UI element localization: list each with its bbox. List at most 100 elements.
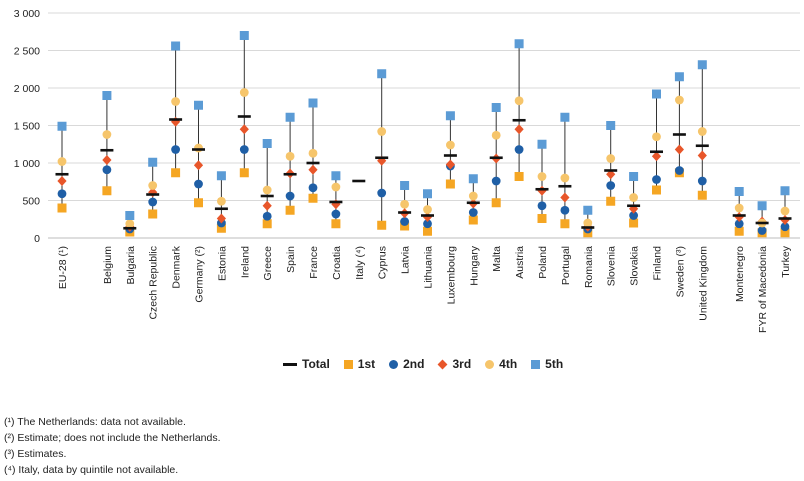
point-2nd: [400, 217, 409, 226]
point-4th: [400, 199, 409, 209]
point-1st: [102, 186, 112, 196]
point-1st: [331, 219, 341, 229]
point-4th: [629, 193, 638, 202]
point-3rd: [780, 215, 790, 225]
point-4th: [308, 148, 318, 158]
point-2nd: [285, 191, 295, 201]
point-3rd: [514, 124, 524, 135]
point-3rd: [193, 160, 204, 171]
point-5th: [445, 111, 455, 121]
point-2nd: [537, 201, 547, 211]
point-5th: [57, 121, 67, 131]
point-3rd: [331, 199, 341, 210]
point-4th: [560, 173, 570, 183]
point-2nd: [239, 145, 249, 154]
point-4th: [331, 182, 341, 192]
category-label: Hungary: [468, 245, 480, 285]
legend-swatch: [438, 359, 448, 369]
point-3rd: [262, 200, 272, 211]
point-5th: [423, 189, 432, 199]
point-2nd: [308, 183, 318, 193]
point-4th: [468, 191, 478, 201]
y-tick-label: 0: [34, 233, 40, 245]
point-4th: [57, 157, 67, 166]
point-4th: [125, 219, 135, 229]
point-4th: [780, 206, 790, 216]
point-5th: [757, 201, 767, 211]
point-3rd: [57, 176, 67, 186]
legend-swatch: [531, 359, 541, 369]
point-1st: [468, 215, 478, 225]
legend-swatch: [389, 359, 399, 369]
category-label: France: [308, 246, 320, 279]
point-2nd: [697, 176, 707, 186]
category-label: Sweden (³): [674, 246, 686, 297]
category-label: Slovenia: [606, 246, 618, 286]
point-1st: [606, 196, 616, 206]
legend-item: 5th: [531, 357, 563, 371]
point-4th: [491, 130, 501, 140]
point-3rd: [102, 155, 112, 165]
point-5th: [331, 171, 341, 181]
point-4th: [697, 127, 707, 136]
y-tick-label: 2 500: [14, 46, 40, 58]
legend-item: Total: [283, 357, 330, 371]
point-4th: [102, 130, 112, 139]
point-4th: [734, 203, 744, 213]
point-4th: [148, 181, 158, 190]
y-tick-label: 3 000: [14, 8, 40, 20]
point-5th: [780, 186, 790, 196]
category-label: Croatia: [331, 246, 343, 280]
point-1st: [537, 214, 547, 223]
legend-item: 2nd: [389, 357, 424, 371]
point-4th: [194, 143, 203, 153]
point-2nd: [606, 181, 616, 190]
point-5th: [400, 181, 410, 190]
point-3rd: [697, 150, 707, 161]
point-1st: [400, 221, 410, 231]
point-2nd: [194, 179, 203, 189]
point-5th: [216, 171, 226, 181]
point-5th: [734, 187, 744, 196]
point-5th: [125, 211, 135, 220]
legend-label: 5th: [545, 357, 564, 371]
category-label: Italy (⁴): [354, 246, 366, 280]
category-label: Latvia: [400, 246, 412, 274]
point-2nd: [514, 145, 524, 154]
point-2nd: [652, 175, 661, 184]
point-1st: [697, 190, 707, 200]
point-4th: [262, 185, 272, 195]
point-5th: [606, 121, 616, 130]
category-label: Finland: [652, 246, 664, 281]
point-2nd: [102, 165, 112, 175]
category-label: Cyprus: [377, 246, 389, 279]
point-4th: [606, 154, 616, 163]
point-5th: [560, 112, 570, 122]
point-2nd: [57, 189, 67, 199]
point-2nd: [629, 211, 638, 220]
category-label: Malta: [491, 246, 503, 272]
category-label: Luxembourg: [445, 246, 457, 305]
category-label: FYR of Macedonia: [757, 246, 769, 333]
point-2nd: [423, 219, 432, 229]
point-4th: [377, 127, 387, 136]
category-label: Ireland: [239, 246, 251, 278]
category-label: Montenegro: [734, 246, 746, 302]
category-label: United Kingdom: [697, 246, 709, 321]
point-4th: [514, 96, 524, 106]
category-label: Denmark: [171, 245, 183, 288]
point-1st: [148, 209, 158, 219]
y-tick-label: 1 500: [14, 121, 40, 133]
point-4th: [583, 218, 593, 228]
point-1st: [491, 198, 501, 208]
point-1st: [652, 185, 661, 195]
category-label: Belgium: [102, 246, 114, 284]
category-label: Lithuania: [423, 246, 435, 289]
footnotes: (¹) The Netherlands: data not available.…: [4, 414, 221, 478]
point-4th: [171, 97, 181, 106]
point-1st: [308, 193, 318, 203]
y-tick-label: 2 000: [14, 83, 40, 95]
point-4th: [239, 88, 249, 97]
category-label: Romania: [583, 246, 595, 288]
legend-swatch: [485, 359, 495, 369]
